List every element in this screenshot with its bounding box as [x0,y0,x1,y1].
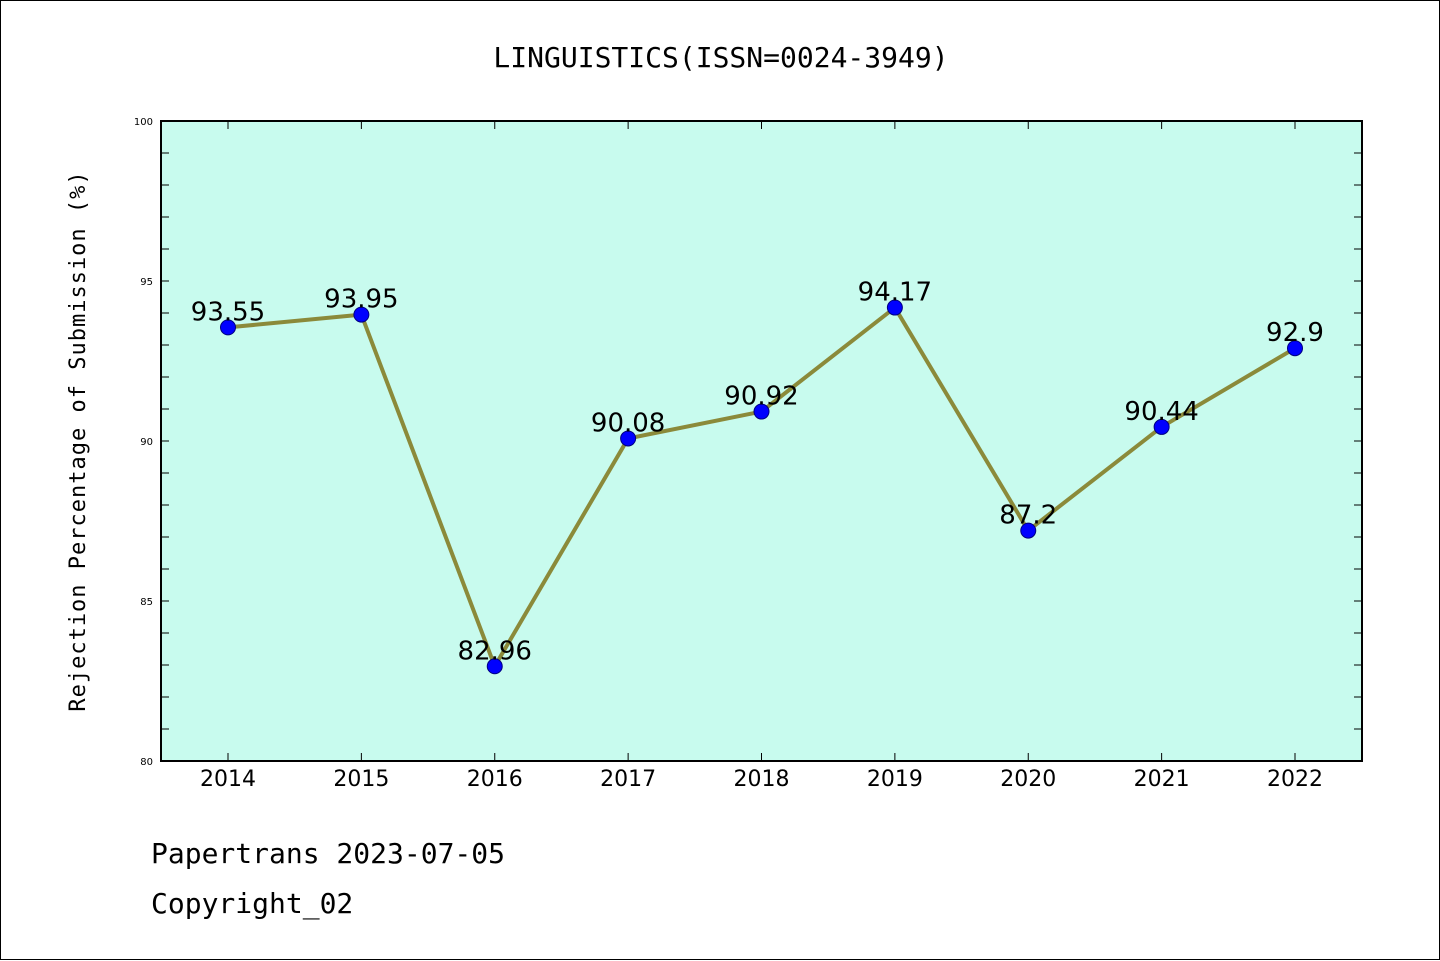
data-label: 87.2 [999,501,1057,531]
data-point [1020,522,1037,539]
footer-copyright: Copyright_02 [151,887,354,920]
x-tick-label: 2018 [734,767,790,792]
y-tick-label: 90 [140,437,153,448]
data-label: 92.9 [1266,318,1324,348]
data-point [486,658,503,675]
x-tick-label: 2020 [1000,767,1056,792]
data-point [753,403,770,420]
y-axis-label: Rejection Percentage of Submission (%) [66,170,91,711]
y-tick-label: 95 [140,277,153,288]
y-tick-label: 85 [140,597,153,608]
y-tick-label: 80 [140,757,153,768]
data-label: 82.96 [458,636,532,666]
plot-area [161,121,1362,761]
x-tick-label: 2017 [600,767,656,792]
x-tick-label: 2019 [867,767,923,792]
data-label: 93.55 [191,297,265,327]
y-axis-ticks: 80 85 90 95 100 [134,117,1362,768]
x-axis-ticks: 2014 2015 2016 2017 2018 2019 2020 2021 2022 [200,121,1323,792]
x-tick-label: 2015 [333,767,389,792]
x-tick-label: 2021 [1134,767,1190,792]
footer-source: Papertrans 2023-07-05 [151,837,506,870]
data-point [620,430,637,447]
data-point [1287,340,1303,357]
data-point [353,306,370,323]
plot-border [160,120,1363,762]
series-layer: 93.55 93.95 82.96 90.08 90.92 94.17 87.2 90.44 9… [191,278,1324,675]
y-tick-label: 100 [134,117,153,128]
data-label: 90.08 [591,408,665,438]
x-tick-label: 2016 [467,767,523,792]
chart-title: LINGUISTICS(ISSN=0024-3949) [493,41,948,74]
data-point [886,299,903,316]
data-label: 90.44 [1124,397,1198,427]
data-point [1153,418,1170,435]
data-point [220,319,236,336]
x-tick-label: 2022 [1267,767,1323,792]
data-label: 93.95 [324,285,398,315]
data-label: 94.17 [858,278,932,308]
data-label: 90.92 [724,382,798,412]
x-tick-label: 2014 [200,767,256,792]
